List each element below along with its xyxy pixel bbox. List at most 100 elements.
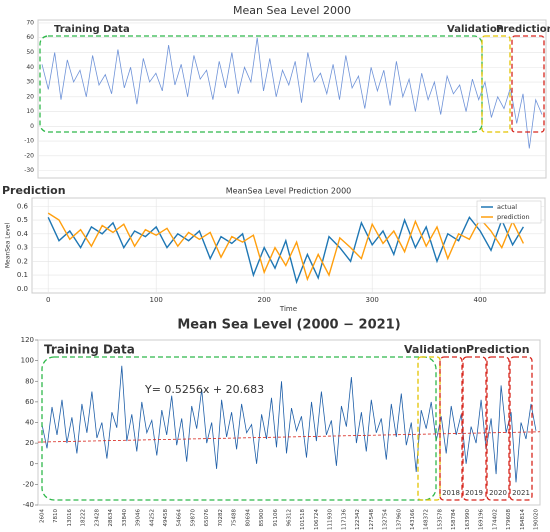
- annotation: 2021: [512, 489, 530, 497]
- plot-area: [37, 19, 547, 179]
- annotation-box: [511, 35, 545, 133]
- plot-area: [37, 339, 541, 506]
- x-tick-label: 200: [258, 296, 271, 304]
- y-tick-label: -30: [24, 167, 34, 174]
- y-tick-label: 40: [26, 64, 34, 71]
- trend-line: [37, 431, 541, 443]
- annotation: Validation: [404, 343, 467, 356]
- x-tick-label: 148372: [424, 509, 430, 530]
- panel-label: Prediction: [2, 184, 66, 197]
- data-line: [41, 37, 543, 149]
- x-tick-label: 300: [366, 296, 379, 304]
- x-tick-label: 91106: [273, 509, 279, 527]
- x-tick-label: 184814: [520, 509, 526, 530]
- x-tick-label: 132754: [383, 509, 389, 530]
- y-tick-label: 0.4: [17, 230, 29, 238]
- x-tick-label: 85900: [259, 509, 265, 527]
- plot-area: [31, 197, 546, 294]
- y-tick-label: 0.3: [17, 244, 28, 252]
- x-tick-label: 100: [150, 296, 163, 304]
- y-axis-label: MeanSea Level: [5, 223, 12, 269]
- y-tick-label: 10: [26, 108, 34, 115]
- x-tick-label: 174402: [492, 509, 498, 530]
- y-tick-label: 40: [25, 419, 34, 427]
- y-tick-label: -20: [24, 152, 34, 159]
- x-tick-label: 23428: [94, 509, 100, 527]
- x-tick-label: 179608: [506, 509, 512, 530]
- data-line: [41, 365, 537, 483]
- x-tick-label: 158784: [451, 509, 457, 530]
- chart-title: Mean Sea Level 2000: [233, 4, 351, 17]
- x-tick-label: 2604: [40, 509, 46, 523]
- x-tick-label: 80694: [245, 509, 251, 527]
- y-tick-label: 70: [26, 19, 34, 26]
- x-tick-label: 153578: [437, 509, 443, 530]
- y-tick-label: 50: [26, 49, 34, 56]
- annotation-box: [509, 356, 533, 501]
- y-tick-label: 0.1: [17, 271, 28, 279]
- y-tick-label: 60: [25, 398, 34, 406]
- legend-label: prediction: [497, 213, 530, 221]
- x-tick-label: 70282: [218, 509, 224, 527]
- x-tick-label: 137960: [396, 509, 402, 530]
- y-tick-label: 0.6: [17, 202, 29, 210]
- x-tick-label: 18222: [81, 509, 87, 527]
- annotation-box: [439, 356, 463, 501]
- x-tick-label: 7810: [53, 509, 59, 523]
- chart-title: Mean Sea Level (2000 − 2021): [177, 318, 400, 333]
- x-tick-label: 127548: [369, 509, 375, 530]
- x-tick-label: 44252: [149, 509, 155, 527]
- x-tick-label: 54664: [177, 509, 183, 527]
- y-tick-label: 80: [25, 377, 34, 385]
- annotation: Y= 0.5256x + 20.683: [144, 383, 264, 396]
- data-line: [47, 212, 525, 282]
- annotation-box: [486, 356, 510, 501]
- annotation: Prediction: [496, 24, 550, 35]
- x-tick-label: 106724: [314, 509, 320, 530]
- x-tick-label: 163990: [465, 509, 471, 530]
- x-tick-label: 59870: [190, 509, 196, 527]
- annotation-box: [462, 356, 487, 501]
- x-tick-label: 0: [46, 296, 50, 304]
- x-tick-label: 190020: [534, 509, 540, 530]
- x-tick-label: 400: [474, 296, 487, 304]
- y-tick-label: 20: [26, 93, 34, 100]
- x-tick-label: 75488: [232, 509, 238, 527]
- x-tick-label: 49458: [163, 509, 169, 527]
- x-tick-label: 169196: [479, 509, 485, 530]
- x-tick-label: 13016: [67, 509, 73, 527]
- annotation-box: [41, 356, 437, 501]
- x-tick-label: 117136: [341, 509, 347, 530]
- legend-label: actual: [497, 203, 517, 211]
- annotation: Validation: [447, 24, 504, 35]
- chart-title: MeanSea Level Prediction 2000: [226, 187, 352, 196]
- annotation-box: [39, 35, 483, 133]
- x-tick-label: 65076: [204, 509, 210, 527]
- y-tick-label: -10: [24, 138, 34, 145]
- x-axis-label: Time: [279, 305, 297, 313]
- annotation-box: [481, 35, 511, 133]
- x-tick-label: 101518: [300, 509, 306, 530]
- x-tick-label: 28634: [108, 509, 114, 527]
- y-tick-label: 0: [30, 460, 34, 468]
- y-tick-label: 0.0: [17, 285, 28, 293]
- annotation: 2019: [465, 489, 483, 497]
- annotation: Prediction: [466, 343, 530, 356]
- y-tick-label: 60: [26, 34, 34, 41]
- annotation: Training Data: [44, 343, 135, 357]
- x-tick-label: 122342: [355, 509, 361, 530]
- y-tick-label: 0.5: [17, 216, 28, 224]
- y-tick-label: 0.2: [17, 257, 28, 265]
- annotation: Training Data: [54, 24, 130, 35]
- y-tick-label: 120: [21, 336, 34, 344]
- x-tick-label: 39046: [136, 509, 142, 527]
- y-tick-label: 30: [26, 79, 34, 86]
- y-tick-label: -20: [23, 480, 34, 488]
- x-tick-label: 33840: [122, 509, 128, 527]
- x-tick-label: 143166: [410, 509, 416, 530]
- annotation: 2020: [489, 489, 507, 497]
- y-tick-label: 0: [30, 123, 34, 130]
- annotation: 2018: [442, 489, 460, 497]
- y-tick-label: 100: [21, 357, 34, 365]
- y-tick-label: -40: [23, 501, 34, 509]
